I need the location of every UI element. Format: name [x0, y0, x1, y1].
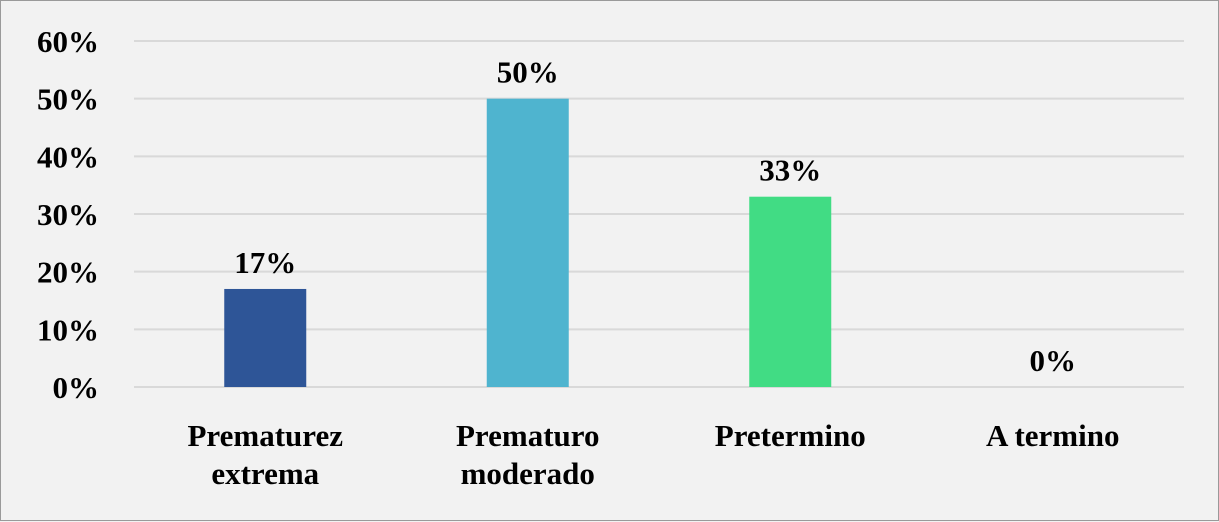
x-tick-label-line: moderado — [461, 456, 595, 491]
bar — [749, 196, 832, 387]
data-label: 50% — [497, 55, 559, 90]
y-tick-label: 20% — [37, 255, 99, 290]
x-tick-label-line: extrema — [211, 456, 319, 491]
x-tick-label-line: Prematuro — [456, 418, 599, 453]
x-tick-label: A termino — [986, 418, 1119, 453]
x-tick-label-line: Pretermino — [715, 418, 866, 453]
y-tick-label: 10% — [37, 312, 99, 347]
x-tick-label-line: A termino — [986, 418, 1119, 453]
x-tick-label-line: Prematurez — [188, 418, 344, 453]
x-tick-label: Pretermino — [715, 418, 866, 453]
data-label: 17% — [234, 245, 296, 280]
x-tick-label: Prematuro moderado — [456, 418, 599, 491]
y-tick-label: 50% — [37, 82, 99, 117]
y-tick-label: 30% — [37, 197, 99, 232]
x-tick-label: Prematurez extrema — [188, 418, 344, 491]
data-label: 0% — [1030, 343, 1077, 378]
y-tick-label: 40% — [37, 139, 99, 174]
y-tick-label: 0% — [53, 370, 100, 405]
bar — [486, 98, 569, 388]
bar — [224, 288, 307, 387]
y-tick-label: 60% — [37, 24, 99, 59]
data-label: 33% — [759, 153, 821, 188]
